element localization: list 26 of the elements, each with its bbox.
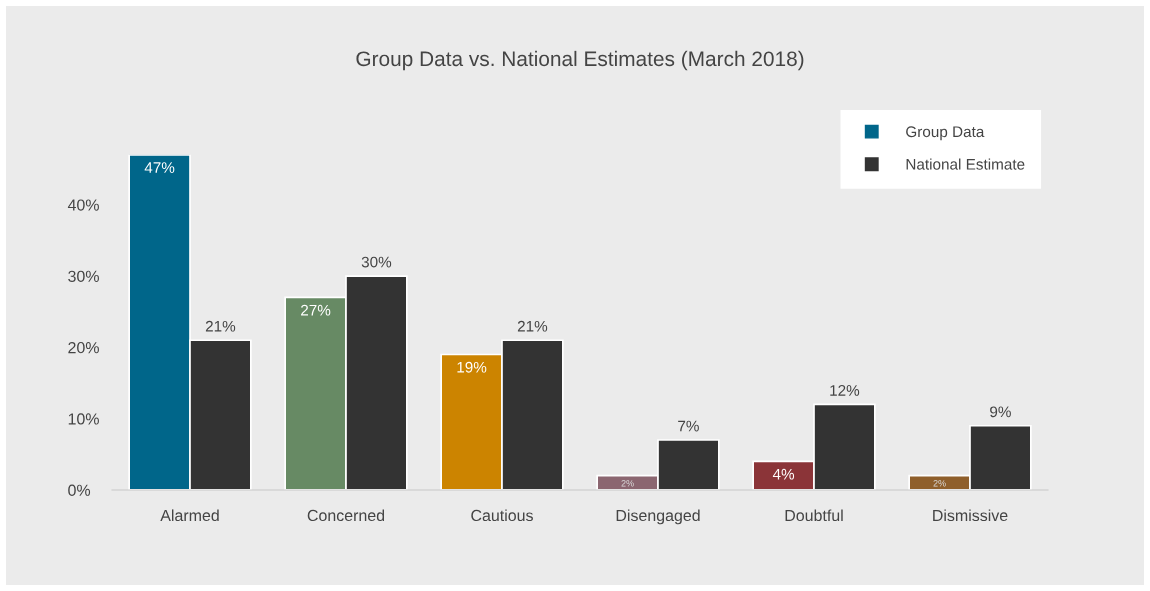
data-label: 21% — [205, 320, 236, 332]
data-label: 30% — [361, 256, 392, 268]
data-label: 7% — [678, 420, 699, 432]
y-tick-label: 0% — [68, 484, 91, 496]
data-label: 12% — [830, 384, 860, 396]
x-tick-label: Concerned — [307, 509, 385, 522]
legend-label: National Estimate — [906, 158, 1025, 170]
x-tick-label: Alarmed — [160, 509, 219, 522]
data-label: 27% — [301, 304, 331, 316]
data-label: 2% — [933, 480, 946, 487]
y-tick-label: 30% — [68, 270, 99, 282]
legend-label: Group Data — [906, 126, 985, 141]
x-tick-label: Disengaged — [616, 509, 700, 525]
data-label: 9% — [990, 406, 1011, 418]
data-label: 21% — [517, 320, 548, 332]
y-tick-label: 40% — [67, 199, 99, 211]
x-tick-label: Dismissive — [933, 509, 1008, 522]
x-tick-label: Doubtful — [785, 509, 843, 522]
data-label: 47% — [144, 162, 175, 173]
chart-title: Group Data vs. National Estimates (March 2018) — [356, 50, 804, 71]
data-label: 4% — [772, 468, 795, 480]
x-tick-label: Cautious — [471, 509, 533, 522]
data-label: 2% — [621, 480, 634, 487]
data-label: 19% — [457, 361, 487, 373]
y-tick-label: 10% — [68, 413, 99, 425]
y-tick-label: 20% — [68, 341, 99, 354]
